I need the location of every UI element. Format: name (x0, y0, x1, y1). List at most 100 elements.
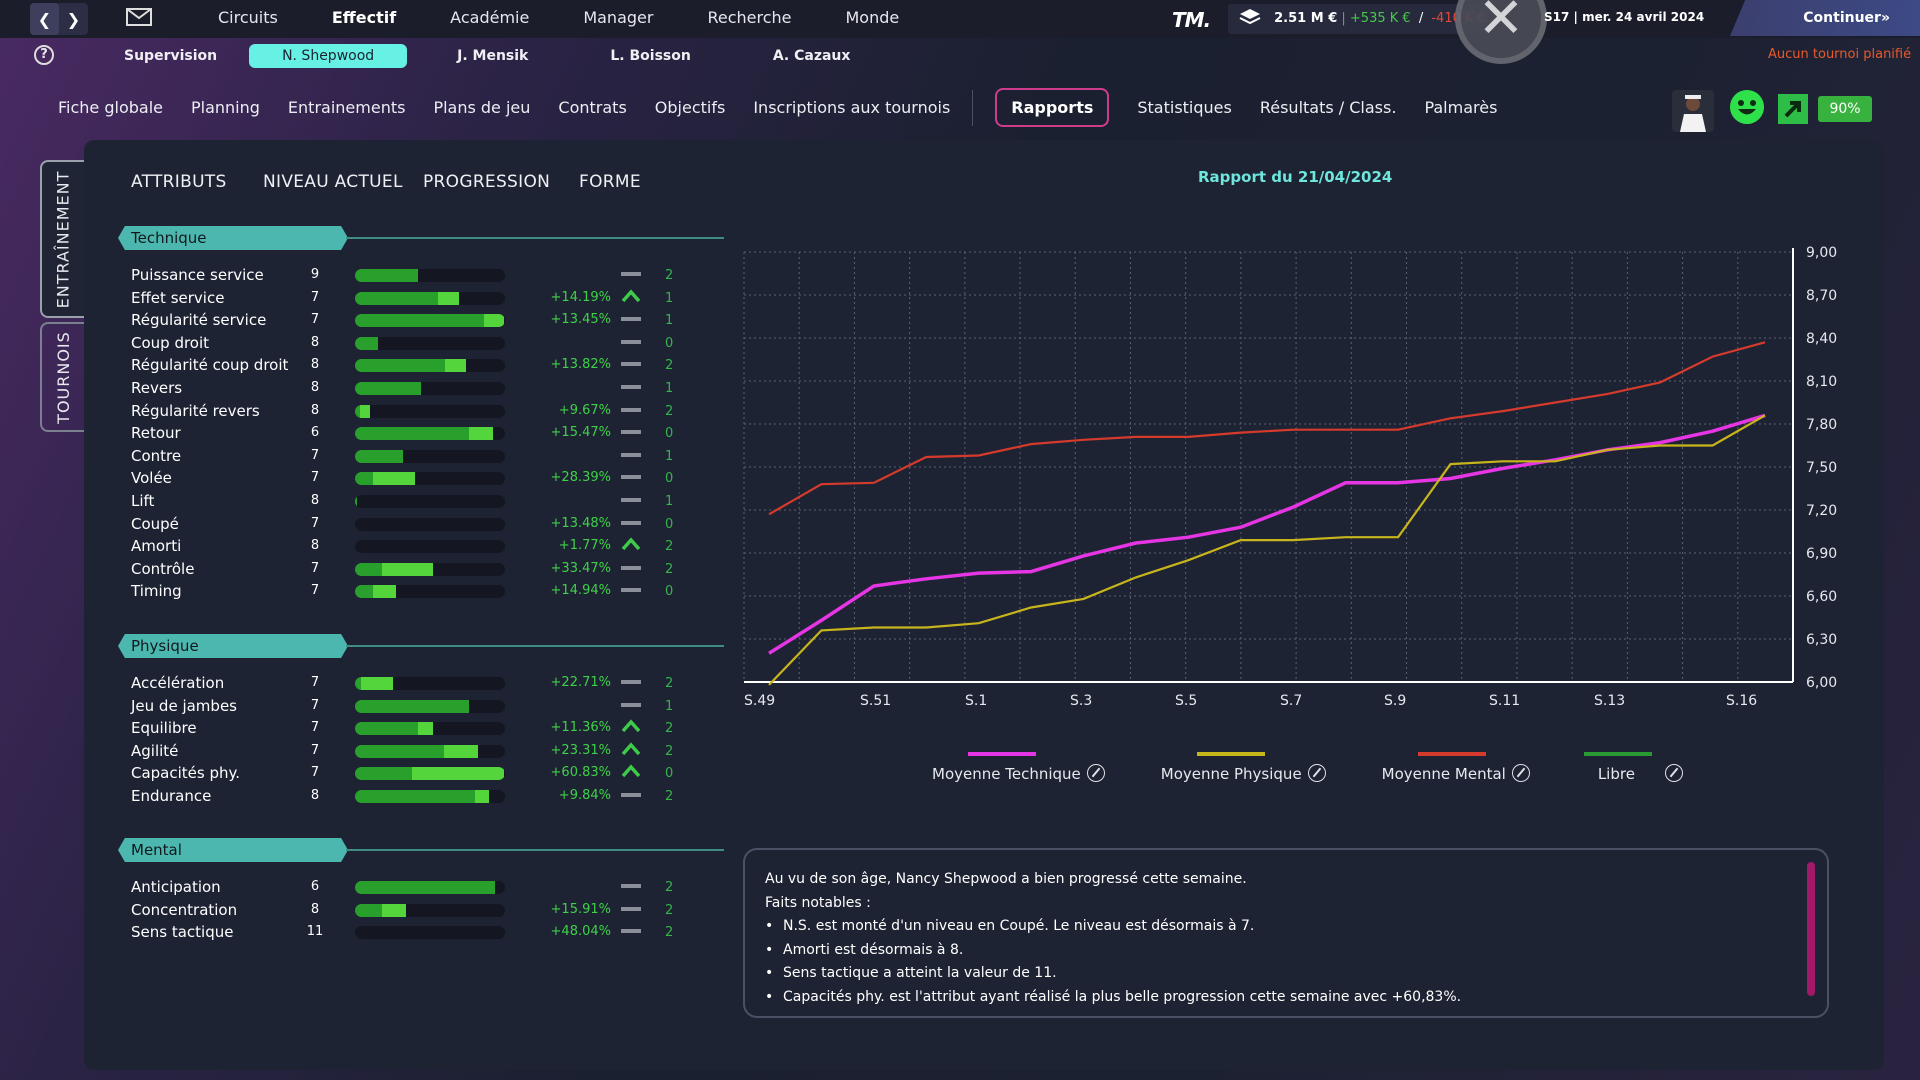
top-bar (0, 0, 1920, 38)
current-date: S17 | mer. 24 avril 2024 (1544, 10, 1705, 24)
attribute-row[interactable]: Sens tactique 11 +48.04% 2 (131, 921, 691, 943)
forward-arrow-icon[interactable]: ❯ (66, 9, 81, 29)
form-flat-icon (621, 929, 641, 934)
menu-effectif[interactable]: Effectif (331, 8, 397, 27)
form-flat-icon (621, 452, 641, 457)
attribute-level: 8 (310, 402, 320, 418)
tab-player-shepwood[interactable]: N. Shepwood (249, 44, 408, 68)
attribute-row[interactable]: Contre 7 1 (131, 445, 691, 467)
tab-player-cazaux[interactable]: A. Cazaux (772, 48, 851, 64)
attribute-row[interactable]: Puissance service 9 2 (131, 264, 691, 286)
attribute-name: Régularité service (131, 311, 267, 330)
menu-circuits[interactable]: Circuits (218, 8, 278, 27)
attribute-row[interactable]: Retour 6 +15.47% 0 (131, 422, 691, 444)
menu-monde[interactable]: Monde (845, 8, 900, 27)
attribute-progress: +1.77% (558, 538, 611, 554)
attribute-row[interactable]: Revers 8 1 (131, 377, 691, 399)
attribute-level: 7 (310, 720, 320, 736)
form-up-icon (621, 537, 641, 551)
menu-manager[interactable]: Manager (583, 8, 654, 27)
menu-recherche[interactable]: Recherche (707, 8, 792, 27)
tab-player-mensik[interactable]: J. Mensik (457, 48, 529, 64)
attribute-name: Régularité coup droit (131, 356, 289, 375)
edit-icon[interactable] (1511, 764, 1530, 782)
bar-gain (475, 790, 489, 803)
attribute-row[interactable]: Timing 7 +14.94% 0 (131, 580, 691, 602)
no-tournament-notice: Aucun tournoi planifié (1768, 47, 1912, 62)
form-up-icon (621, 742, 641, 755)
menu-academie[interactable]: Académie (450, 8, 530, 27)
series-line-moyenne-physique (768, 414, 1766, 686)
attribute-row[interactable]: Lift 8 1 (131, 490, 691, 512)
bar-base (355, 291, 438, 305)
side-tab-tournaments[interactable]: TOURNOIS (40, 322, 84, 432)
tab-statistiques[interactable]: Statistiques (1137, 98, 1232, 117)
help-icon[interactable]: ? (34, 45, 54, 65)
attribute-row[interactable]: Capacités phy. 7 +60.83% 0 (131, 762, 691, 784)
attribute-name: Accélération (131, 674, 225, 692)
attribute-bar (355, 562, 505, 576)
player-avatar[interactable] (1672, 90, 1714, 132)
attribute-row[interactable]: Effet service 7 +14.19% 1 (131, 287, 691, 309)
attribute-row[interactable]: Jeu de jambes 7 1 (131, 695, 691, 717)
back-arrow-icon[interactable]: ❮ (30, 3, 59, 35)
attribute-name: Anticipation (131, 878, 221, 896)
form-count: 2 (665, 268, 674, 283)
tab-palmares[interactable]: Palmarès (1424, 98, 1498, 117)
attribute-row[interactable]: Anticipation 6 2 (131, 876, 691, 898)
tab-contrats[interactable]: Contrats (558, 98, 627, 117)
attribute-bar (355, 722, 505, 736)
edit-icon[interactable] (1664, 764, 1683, 782)
section-header-technique: Technique (118, 226, 348, 250)
tab-entrainements[interactable]: Entrainements (287, 98, 406, 117)
attribute-row[interactable]: Equilibre 7 +11.36% 2 (131, 717, 691, 739)
edit-icon[interactable] (1307, 764, 1326, 782)
attribute-row[interactable]: Endurance 8 +9.84% 2 (131, 785, 691, 807)
y-tick-label: 8,40 (1806, 331, 1837, 347)
continue-button[interactable]: Continuer» (1730, 0, 1920, 36)
form-count: 2 (665, 721, 674, 737)
attribute-row[interactable]: Coupé 7 +13.48% 0 (131, 513, 691, 535)
close-icon[interactable]: ✕ (1455, 0, 1547, 64)
tab-supervision[interactable]: Supervision (124, 48, 218, 64)
attribute-row[interactable]: Volée 7 +28.39% 0 (131, 467, 691, 489)
form-count: 0 (665, 426, 674, 442)
tab-player-boisson[interactable]: L. Boisson (610, 48, 691, 64)
tab-planning[interactable]: Planning (191, 98, 260, 117)
x-tick-label: S.3 (1070, 693, 1092, 708)
tab-inscriptions[interactable]: Inscriptions aux tournois (753, 98, 951, 117)
attribute-row[interactable]: Régularité service 7 +13.45% 1 (131, 309, 691, 331)
y-tick-label: 6,30 (1806, 632, 1837, 648)
tab-resultats[interactable]: Résultats / Class. (1259, 98, 1397, 117)
attribute-level: 6 (310, 425, 320, 441)
attribute-row[interactable]: Amorti 8 +1.77% 2 (131, 535, 691, 557)
bar-gain (412, 767, 504, 781)
attribute-row[interactable]: Concentration 8 +15.91% 2 (131, 899, 691, 921)
tab-rapports[interactable]: Rapports (995, 88, 1110, 127)
side-tab-training[interactable]: ENTRAÎNEMENT (40, 160, 84, 318)
form-count: 1 (665, 381, 674, 396)
attribute-row[interactable]: Agilité 7 +23.31% 2 (131, 740, 691, 762)
attribute-progress: +23.31% (550, 742, 611, 758)
attribute-level: 7 (310, 515, 320, 531)
attribute-name: Effet service (131, 288, 225, 307)
edit-icon[interactable] (1086, 764, 1105, 782)
attribute-bar (355, 472, 505, 486)
form-count: 0 (665, 335, 674, 351)
mail-icon[interactable] (126, 8, 152, 26)
form-count: 2 (665, 789, 674, 804)
report-scrollbar[interactable] (1807, 862, 1815, 996)
attribute-progress: +33.47% (550, 560, 611, 576)
tab-plans-de-jeu[interactable]: Plans de jeu (433, 98, 531, 117)
form-flat-icon (621, 680, 641, 684)
attribute-row[interactable]: Régularité revers 8 +9.67% 2 (131, 400, 691, 422)
attribute-row[interactable]: Régularité coup droit 8 +13.82% 2 (131, 354, 691, 376)
form-count: 2 (665, 676, 674, 691)
tab-objectifs[interactable]: Objectifs (654, 98, 726, 117)
attribute-row[interactable]: Contrôle 7 +33.47% 2 (131, 558, 691, 580)
side-tab-training-label: ENTRAÎNEMENT (53, 170, 73, 308)
tab-fiche-globale[interactable]: Fiche globale (58, 98, 163, 117)
attribute-level: 7 (310, 583, 320, 599)
attribute-row[interactable]: Coup droit 8 0 (131, 332, 691, 354)
attribute-row[interactable]: Accélération 7 +22.71% 2 (131, 672, 691, 694)
